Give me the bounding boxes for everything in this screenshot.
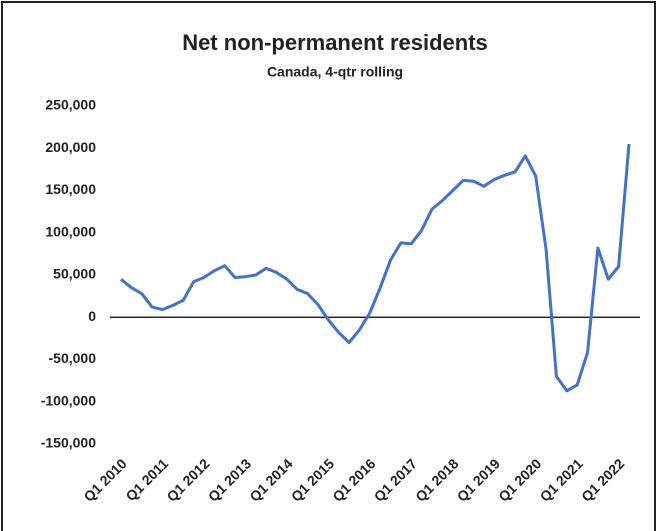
y-tick-label: 0 [88,308,96,324]
y-tick-label: 100,000 [45,223,96,239]
y-tick-label: 150,000 [45,181,96,197]
y-tick-label: -50,000 [49,350,97,366]
y-tick-label: 250,000 [45,97,96,113]
y-tick-label: 200,000 [45,139,96,155]
chart-title: Net non-permanent residents [182,30,488,55]
y-tick-label: -150,000 [41,435,96,451]
y-tick-label: 50,000 [53,266,96,282]
line [120,143,631,393]
y-tick-label: -100,000 [41,392,96,408]
chart-subtitle: Canada, 4-qtr rolling [267,64,403,80]
